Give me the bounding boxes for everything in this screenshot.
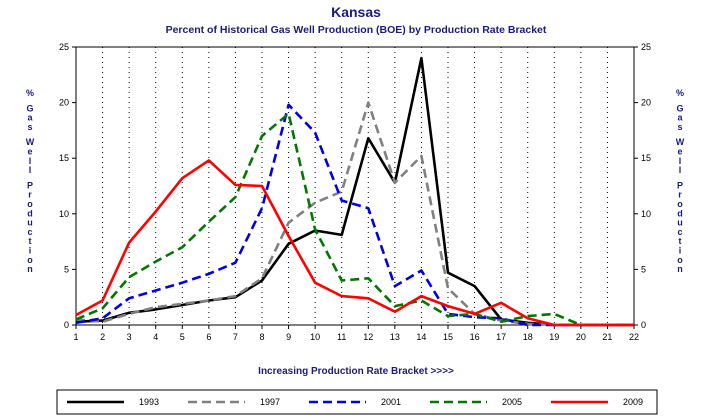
y-axis-label-char: r — [28, 190, 32, 200]
x-tick-label: 8 — [259, 332, 264, 342]
y-tick-label-right: 0 — [641, 320, 646, 330]
legend-label: 1993 — [139, 397, 159, 407]
y-tick-label-left: 25 — [59, 42, 69, 52]
y-axis-ticks: 0 0 5 5 10 10 15 15 20 20 25 25 — [59, 42, 651, 330]
y-tick-label-left: 10 — [59, 209, 69, 219]
series-line-1993 — [75, 56, 634, 327]
x-tick-label: 21 — [602, 332, 612, 342]
y-axis-label-char: a — [677, 113, 683, 123]
x-tick-label: 15 — [443, 332, 453, 342]
series-line-1997 — [75, 101, 634, 327]
x-tick-label: 19 — [549, 332, 559, 342]
y-axis-label-char: s — [677, 122, 682, 132]
x-tick-label: 10 — [310, 332, 320, 342]
legend: 1993 1997 2001 2005 2009 — [67, 397, 643, 407]
x-tick-label: 1 — [73, 332, 78, 342]
series-line-2001 — [75, 103, 634, 327]
legend-label: 2005 — [502, 397, 522, 407]
series-lines — [75, 56, 634, 327]
y-axis-label-char: W — [676, 137, 685, 147]
y-axis-label-char: e — [677, 147, 682, 157]
y-axis-label-char: W — [26, 137, 35, 147]
y-axis-label-char: l — [29, 156, 32, 166]
y-axis-label-char: e — [27, 147, 32, 157]
y-axis-label-char: s — [27, 122, 32, 132]
y-axis-label-char: t — [29, 236, 32, 246]
y-axis-label-char: o — [677, 255, 683, 265]
x-tick-label: 12 — [363, 332, 373, 342]
y-tick-label-right: 15 — [641, 153, 651, 163]
y-tick-label-left: 20 — [59, 98, 69, 108]
y-axis-label-char: a — [27, 113, 33, 123]
y-axis-label-char: n — [677, 264, 683, 274]
x-tick-label: 20 — [576, 332, 586, 342]
y-tick-label-right: 20 — [641, 98, 651, 108]
legend-label: 2001 — [381, 397, 401, 407]
x-tick-label: 22 — [629, 332, 639, 342]
y-axis-label-char: t — [679, 236, 682, 246]
x-tick-label: 7 — [233, 332, 238, 342]
y-axis-label-char: c — [677, 227, 682, 237]
x-axis-label: Increasing Production Rate Bracket >>>> — [258, 366, 454, 377]
x-tick-label: 16 — [470, 332, 480, 342]
y-axis-label-char: % — [676, 88, 684, 98]
y-tick-label-left: 15 — [59, 153, 69, 163]
x-tick-label: 3 — [127, 332, 132, 342]
y-axis-label-char: i — [679, 246, 682, 256]
x-tick-label: 2 — [100, 332, 105, 342]
y-axis-label-char: l — [29, 165, 32, 175]
y-axis-label-char: o — [27, 255, 33, 265]
y-axis-label-char: % — [26, 88, 34, 98]
y-tick-label-right: 5 — [641, 264, 646, 274]
y-tick-label-right: 10 — [641, 209, 651, 219]
y-tick-label-left: 5 — [64, 264, 69, 274]
y-axis-label-char: d — [27, 208, 33, 218]
x-tick-label: 6 — [206, 332, 211, 342]
x-tick-label: 9 — [286, 332, 291, 342]
y-axis-label-char: r — [678, 190, 682, 200]
y-axis-label-char: l — [679, 165, 682, 175]
y-axis-label-char: l — [679, 156, 682, 166]
plot-frame — [75, 46, 635, 326]
y-tick-label-left: 0 — [64, 320, 69, 330]
x-tick-label: 13 — [390, 332, 400, 342]
legend-label: 1997 — [260, 397, 280, 407]
y-axis-label-char: u — [27, 218, 33, 228]
y-axis-label-char: G — [676, 103, 683, 113]
x-tick-label: 18 — [523, 332, 533, 342]
y-axis-label-char: n — [27, 264, 33, 274]
y-axis-label-char: i — [29, 246, 32, 256]
x-tick-label: 11 — [337, 332, 346, 342]
legend-label: 2009 — [623, 397, 643, 407]
y-axis-label-char: G — [26, 103, 33, 113]
y-axis-label-char: P — [677, 180, 683, 190]
series-line-2009 — [75, 159, 634, 327]
series-line-2005 — [75, 112, 634, 327]
chart-title: Kansas — [331, 4, 381, 20]
x-tick-label: 17 — [496, 332, 506, 342]
x-tick-label: 5 — [180, 332, 185, 342]
y-axis-label-char: u — [677, 218, 683, 228]
y-axis-label-char: o — [27, 199, 33, 209]
y-axis-label-char: P — [27, 180, 33, 190]
chart-subtitle: Percent of Historical Gas Well Productio… — [166, 24, 547, 36]
y-axis-label-char: c — [27, 227, 32, 237]
x-tick-label: 4 — [153, 332, 158, 342]
y-tick-label-right: 25 — [641, 42, 651, 52]
x-axis-ticks: 1 2 3 4 5 6 7 8 9 10 11 12 13 14 15 16 17 18 19 20 21 22 — [73, 325, 639, 342]
x-tick-label: 14 — [416, 332, 426, 342]
y-axis-label-char: d — [677, 208, 683, 218]
y-axis-label-char: o — [677, 199, 683, 209]
